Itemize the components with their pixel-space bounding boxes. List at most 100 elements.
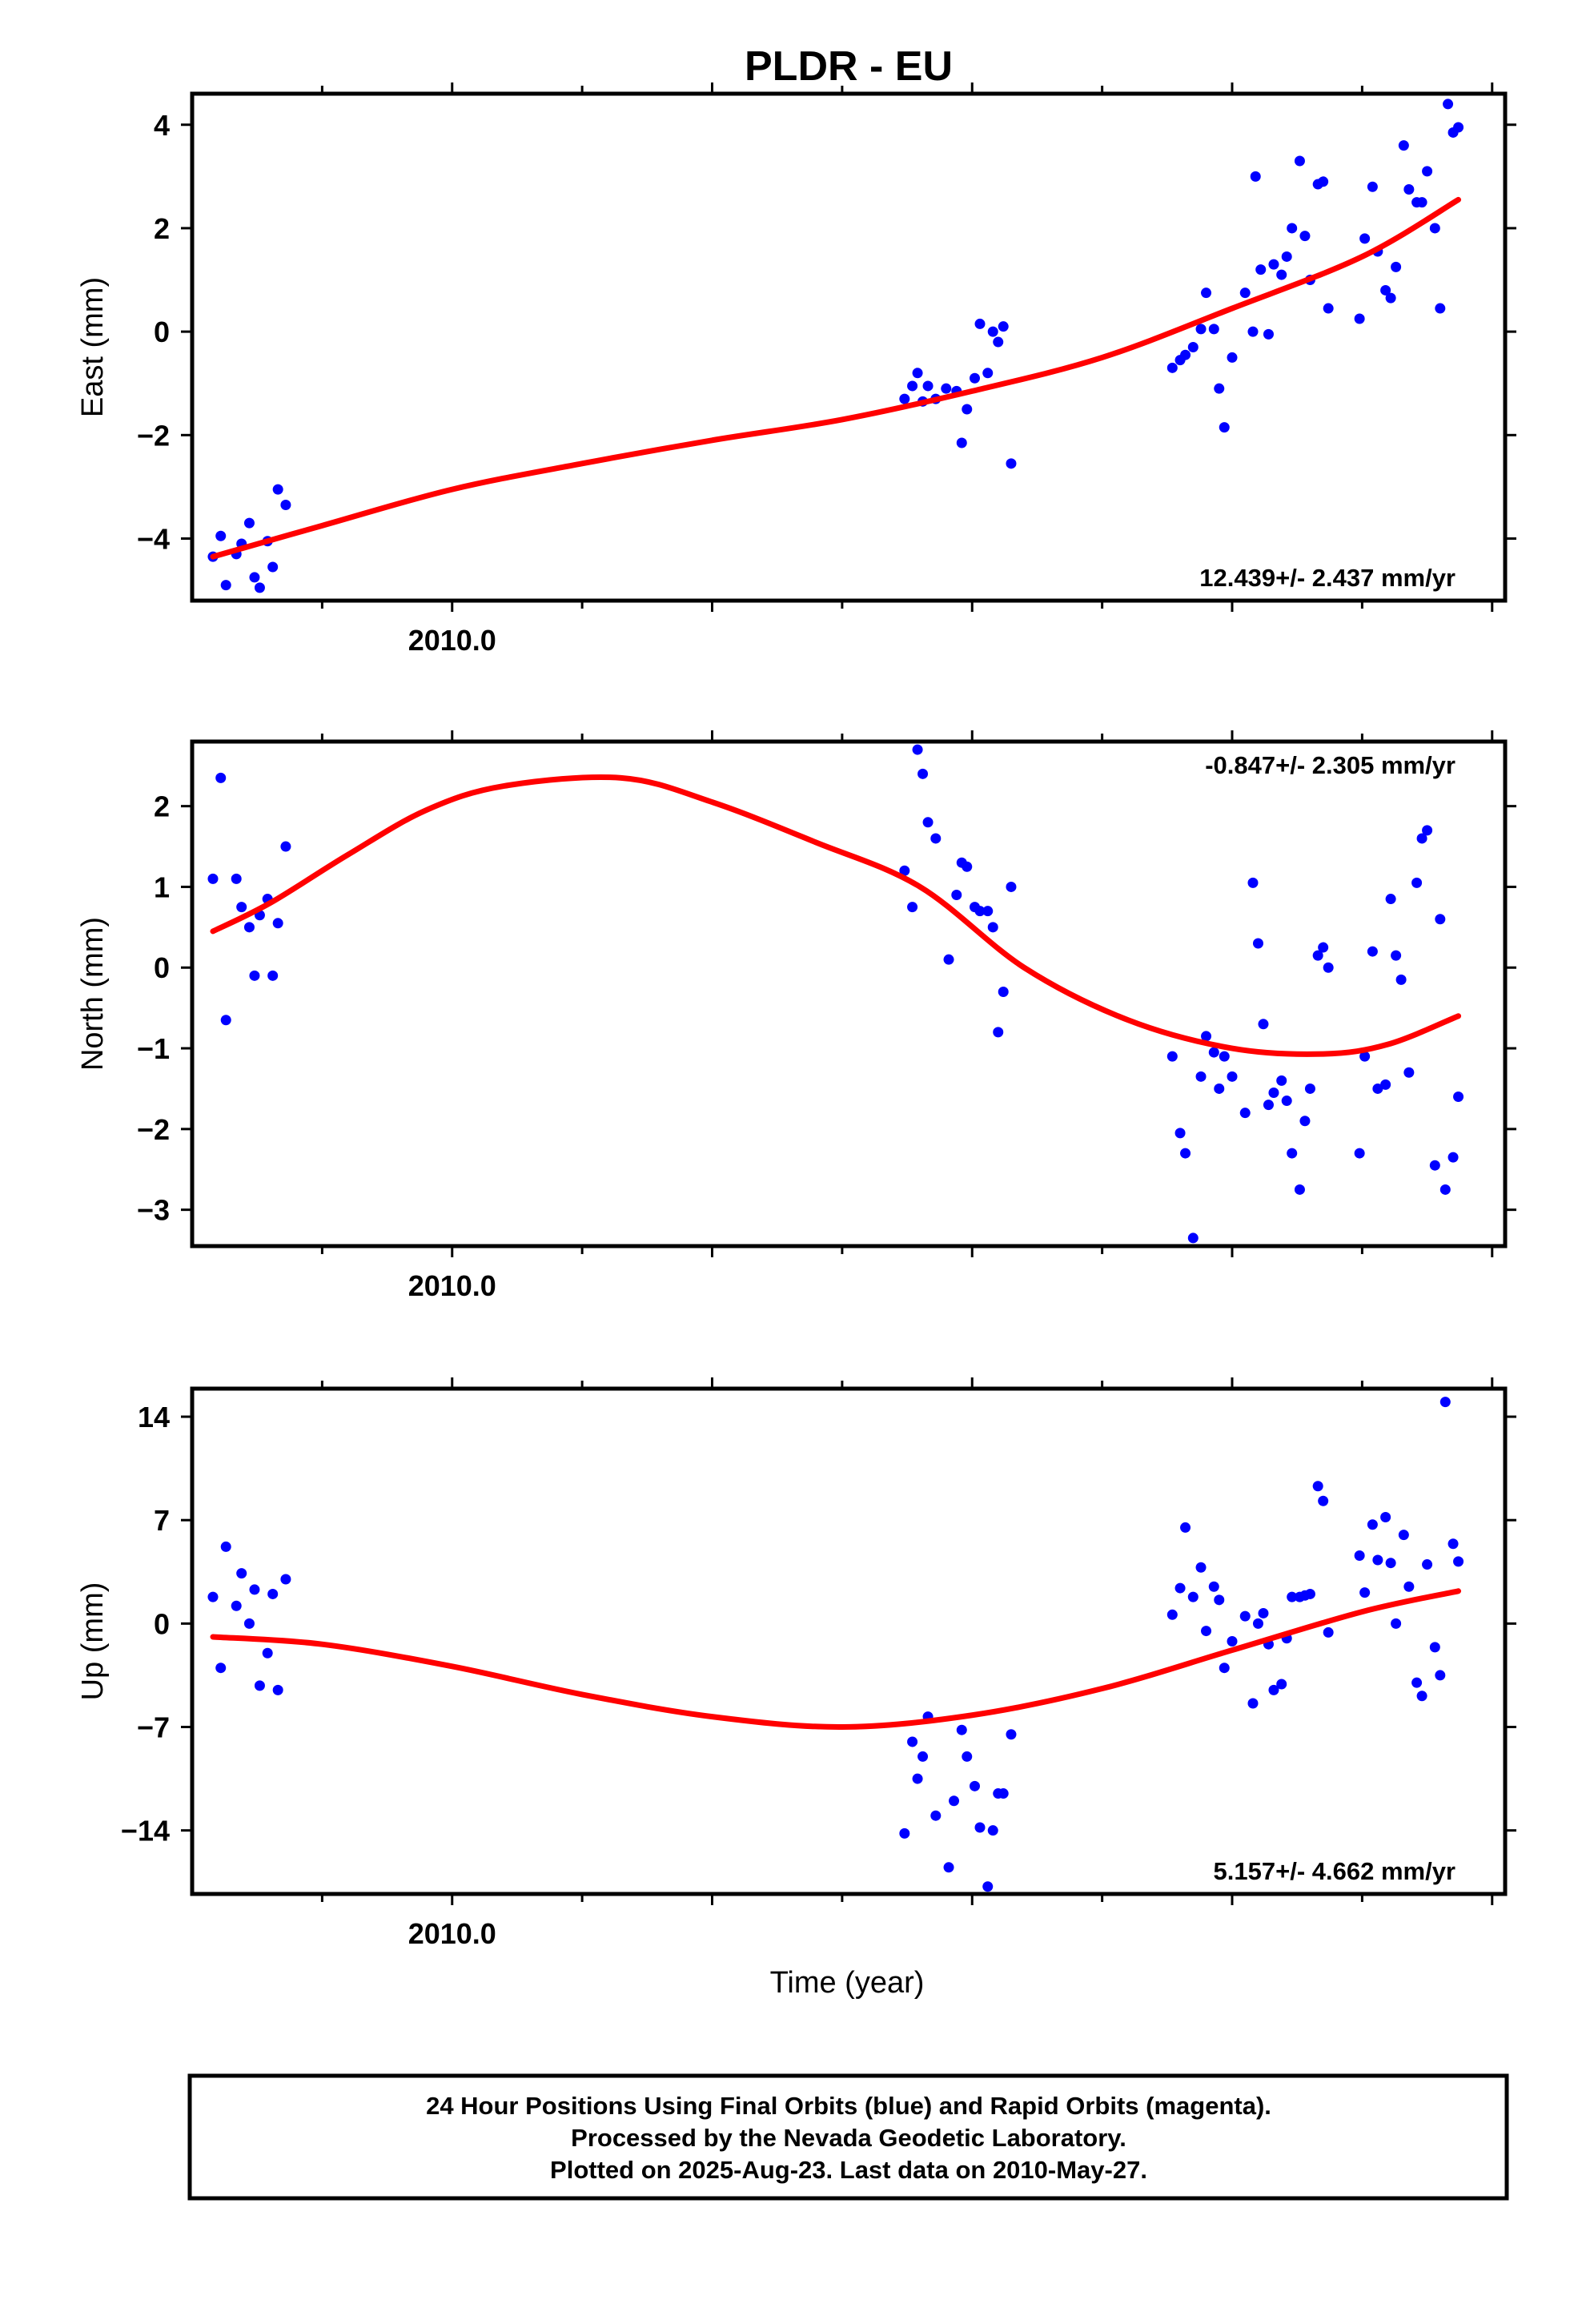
north-data-point — [1239, 1108, 1251, 1119]
east-ytick-label: −2 — [137, 419, 170, 452]
north-rate-label: -0.847+/- 2.305 mm/yr — [1205, 751, 1456, 779]
east-data-point — [1294, 155, 1305, 167]
up-data-point — [998, 1788, 1009, 1799]
north-data-point — [1187, 1232, 1199, 1244]
north-data-point — [1247, 877, 1259, 888]
east-data-point — [220, 580, 231, 591]
east-frame — [190, 91, 1508, 603]
north-data-point — [1287, 1148, 1298, 1159]
east-data-point — [1276, 269, 1287, 280]
footer-frame — [187, 2073, 1509, 2201]
north-panel: −3 −2 −1 0 1 2 2010.0 North (mm) -0.847+/- 2.305… — [76, 730, 1516, 1302]
up-data-point — [907, 1736, 918, 1747]
up-data-point — [974, 1822, 986, 1833]
north-data-point — [1263, 1100, 1274, 1111]
up-data-point — [899, 1827, 910, 1839]
north-data-point — [943, 954, 954, 965]
east-data-point — [1403, 183, 1415, 195]
up-ytick-label: 7 — [154, 1504, 170, 1537]
up-data-point — [207, 1591, 219, 1602]
east-rate-label: 12.439+/- 2.437 mm/yr — [1199, 564, 1456, 592]
north-data-point — [1391, 950, 1402, 961]
north-data-point — [1299, 1116, 1311, 1127]
east-data-point — [922, 380, 934, 392]
north-data-point — [1372, 1083, 1383, 1094]
north-data-point — [899, 865, 910, 876]
east-data-point — [1195, 324, 1207, 335]
up-data-point — [1195, 1562, 1207, 1573]
north-data-point — [987, 922, 998, 933]
up-data-point — [280, 1574, 291, 1585]
north-data-point — [1174, 1128, 1186, 1139]
up-data-point — [930, 1810, 942, 1821]
east-data-point — [280, 500, 291, 511]
east-data-point — [1006, 458, 1017, 469]
east-data-point — [1435, 303, 1446, 314]
east-data-point — [1354, 313, 1365, 324]
north-data-point — [1227, 1071, 1238, 1082]
east-data-point — [1287, 223, 1298, 234]
east-data-point — [1281, 251, 1292, 262]
up-data-point — [1006, 1729, 1017, 1740]
east-data-point — [956, 437, 967, 448]
up-data-point — [1268, 1684, 1279, 1695]
up-data-point — [1411, 1677, 1423, 1688]
north-data-point — [1403, 1067, 1415, 1078]
east-data-point — [254, 582, 265, 593]
east-data-point — [243, 517, 255, 529]
east-data-point — [267, 561, 279, 573]
north-ytick-label: −1 — [137, 1032, 170, 1065]
east-data-point — [1180, 349, 1191, 360]
up-data-point — [1187, 1591, 1199, 1602]
east-data-point — [1201, 287, 1212, 299]
up-ytick-label: −14 — [121, 1815, 170, 1848]
up-data-point — [949, 1795, 960, 1807]
east-data-point — [1323, 303, 1334, 314]
east-data-point — [1359, 233, 1371, 244]
east-ytick-label: 0 — [154, 316, 170, 348]
north-data-point — [917, 768, 929, 779]
up-data-point — [1304, 1588, 1315, 1599]
north-data-point — [1354, 1148, 1365, 1159]
up-data-point — [1239, 1610, 1251, 1622]
up-data-point — [970, 1780, 981, 1791]
north-data-point — [1208, 1047, 1219, 1058]
up-data-point — [982, 1881, 994, 1892]
north-data-point — [1359, 1051, 1371, 1062]
up-data-point — [254, 1680, 265, 1691]
east-ytick-label: 4 — [154, 109, 170, 142]
up-data-point — [987, 1825, 998, 1836]
footer-line-2: Processed by the Nevada Geodetic Laborat… — [571, 2124, 1126, 2152]
north-data-point — [1447, 1152, 1459, 1163]
up-fit-curve — [210, 1588, 1462, 1731]
east-data-point — [907, 380, 918, 392]
north-data-point — [912, 744, 923, 755]
east-data-point — [998, 321, 1009, 332]
north-data-point — [962, 861, 973, 872]
east-data-point — [993, 336, 1004, 348]
up-data-point — [1208, 1581, 1219, 1592]
up-data-point — [1447, 1538, 1459, 1550]
up-data-point — [1380, 1512, 1391, 1523]
east-data-point — [1219, 422, 1230, 433]
up-data-point — [262, 1647, 273, 1659]
north-xtick-label: 2010.0 — [408, 1269, 496, 1302]
north-ytick-label: 2 — [154, 790, 170, 823]
north-data-point — [1195, 1071, 1207, 1082]
north-data-point — [1268, 1087, 1279, 1098]
north-ylabel: North (mm) — [76, 917, 110, 1071]
north-data-point — [907, 902, 918, 913]
north-data-point — [272, 918, 283, 929]
up-data-point — [1214, 1594, 1225, 1606]
north-frame — [190, 739, 1508, 1248]
up-data-point — [272, 1684, 283, 1695]
up-rate-label: 5.157+/- 4.662 mm/yr — [1214, 1857, 1456, 1885]
up-data-point — [1403, 1581, 1415, 1592]
east-ytick-label: 2 — [154, 212, 170, 245]
up-data-point — [912, 1773, 923, 1784]
east-data-point — [215, 530, 227, 541]
north-data-point — [1439, 1184, 1451, 1195]
up-data-point — [1318, 1495, 1329, 1506]
up-data-point — [956, 1724, 967, 1735]
